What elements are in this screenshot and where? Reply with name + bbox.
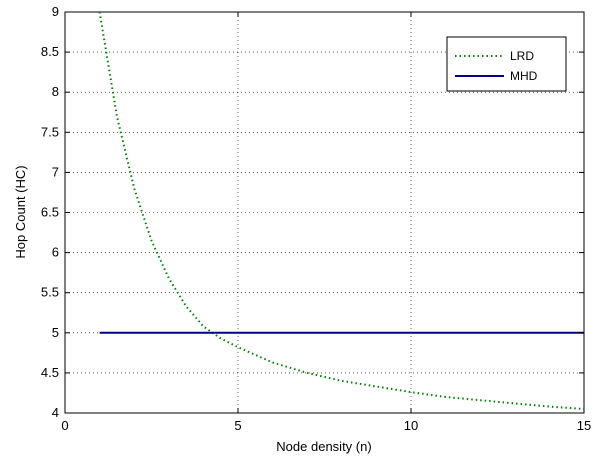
y-tick-label: 6 bbox=[52, 245, 59, 260]
y-tick-label: 9 bbox=[52, 4, 59, 19]
y-tick-label: 6.5 bbox=[41, 205, 59, 220]
x-tick-label: 15 bbox=[577, 418, 591, 433]
legend: LRD MHD bbox=[446, 36, 567, 92]
y-tick-label: 7.5 bbox=[41, 124, 59, 139]
y-tick-label: 4.5 bbox=[41, 365, 59, 380]
y-tick-label: 5 bbox=[52, 325, 59, 340]
y-tick-label: 7 bbox=[52, 164, 59, 179]
x-tick-label: 10 bbox=[404, 418, 418, 433]
x-axis-title: Node density (n) bbox=[276, 439, 371, 454]
x-tick-label: 5 bbox=[234, 418, 241, 433]
y-tick-label: 4 bbox=[52, 405, 59, 420]
series-layer bbox=[98, 11, 585, 410]
legend-label-lrd: LRD bbox=[510, 49, 534, 63]
x-tick-label: 0 bbox=[61, 418, 68, 433]
y-tick-label: 8 bbox=[52, 84, 59, 99]
ticks: 0 5 10 15 4 4.5 5 5.5 6 6.5 7 7.5 8 8.5 9 bbox=[41, 4, 591, 433]
legend-label-mhd: MHD bbox=[510, 69, 538, 83]
y-tick-label: 8.5 bbox=[41, 44, 59, 59]
series-line-lrd bbox=[98, 11, 585, 410]
y-tick-label: 5.5 bbox=[41, 285, 59, 300]
y-axis-title: Hop Count (HC) bbox=[13, 165, 28, 258]
legend-box bbox=[446, 36, 567, 92]
